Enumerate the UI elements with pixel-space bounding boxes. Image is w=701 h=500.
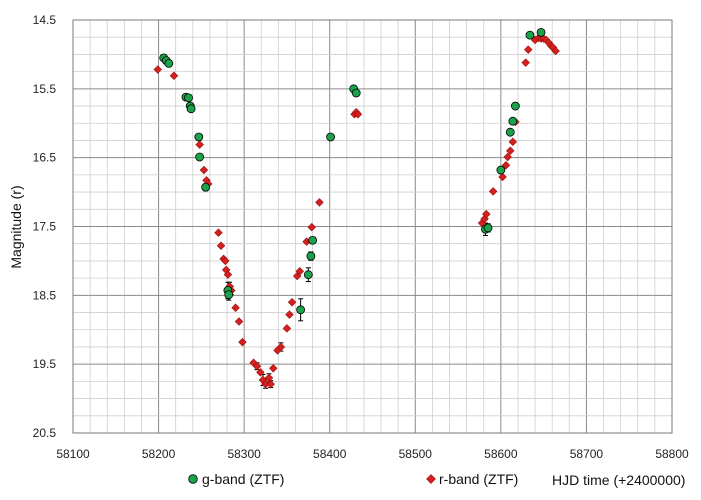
g-band-point bbox=[224, 290, 234, 300]
r-band-point bbox=[199, 165, 209, 175]
legend-label-g-band: g-band (ZTF) bbox=[202, 471, 284, 487]
y-tick-label: 16.5 bbox=[33, 151, 57, 165]
r-band-point bbox=[506, 146, 515, 156]
x-axis-title: HJD time (+2400000) bbox=[552, 472, 685, 488]
g-band-point bbox=[351, 88, 361, 98]
y-tick-label: 14.5 bbox=[33, 13, 57, 27]
g-band-point bbox=[303, 270, 313, 280]
legend-label-r-band: r-band (ZTF) bbox=[439, 471, 518, 487]
r-band-point bbox=[252, 362, 262, 371]
y-tick-label: 15.5 bbox=[33, 82, 57, 96]
x-tick-label: 58600 bbox=[484, 447, 518, 461]
x-tick-label: 58200 bbox=[142, 447, 176, 461]
r-band-point bbox=[315, 198, 324, 207]
y-tick-label: 19.5 bbox=[33, 357, 57, 371]
r-band-point bbox=[482, 209, 491, 219]
g-band-point bbox=[296, 305, 306, 315]
g-band-point bbox=[164, 58, 174, 68]
x-tick-label: 58800 bbox=[655, 447, 689, 461]
r-band-point bbox=[214, 228, 223, 237]
g-band-point bbox=[306, 251, 316, 261]
r-band-point bbox=[223, 270, 233, 279]
y-tick-label: 17.5 bbox=[33, 220, 57, 234]
x-tick-label: 58300 bbox=[227, 447, 261, 461]
g-band-point bbox=[308, 235, 318, 245]
g-band-point bbox=[496, 165, 506, 175]
r-band-point bbox=[238, 337, 247, 347]
x-tick-label: 58500 bbox=[399, 447, 433, 461]
x-tick-label: 58400 bbox=[313, 447, 347, 461]
r-band-point bbox=[353, 110, 363, 119]
g-band-point bbox=[511, 101, 520, 111]
legend-marker-r-band bbox=[426, 474, 436, 484]
y-tick-labels: 14.5 15.5 16.5 17.5 18.5 19.5 20.5 bbox=[33, 13, 57, 440]
r-band-point bbox=[488, 187, 498, 196]
r-band-point bbox=[266, 379, 275, 389]
r-band-point bbox=[216, 241, 226, 250]
r-band-point bbox=[231, 303, 240, 312]
r-band-point bbox=[287, 297, 297, 307]
r-band-point bbox=[480, 214, 489, 224]
r-band-point bbox=[501, 161, 511, 170]
r-band-point bbox=[269, 364, 278, 373]
x-tick-label: 58100 bbox=[56, 447, 90, 461]
r-band-point bbox=[295, 267, 304, 276]
g-band-point bbox=[483, 223, 493, 233]
g-band-point bbox=[505, 127, 515, 137]
y-axis-title: Magnitude (r) bbox=[8, 185, 24, 268]
r-band-point bbox=[276, 342, 286, 352]
plot-border bbox=[72, 19, 673, 434]
g-band-point bbox=[186, 104, 196, 114]
r-band-point bbox=[524, 45, 533, 54]
r-band-point bbox=[285, 310, 294, 319]
y-tick-label: 20.5 bbox=[33, 426, 57, 440]
g-band-point bbox=[194, 132, 204, 142]
r-band-point bbox=[498, 172, 507, 182]
r-band-point bbox=[221, 256, 230, 266]
r-band-point bbox=[282, 324, 292, 333]
r-band-point bbox=[234, 317, 244, 326]
r-band-point bbox=[256, 368, 265, 377]
r-band-point bbox=[551, 46, 560, 56]
axes bbox=[72, 19, 673, 434]
r-band-point bbox=[503, 152, 512, 162]
x-tick-labels: 58100 58200 58300 58400 58500 58600 58700 58800 bbox=[56, 447, 689, 461]
g-band-point bbox=[184, 93, 193, 103]
data-points bbox=[153, 27, 560, 389]
r-band-point bbox=[307, 222, 316, 232]
g-band-point bbox=[195, 152, 205, 162]
r-band-point bbox=[508, 137, 518, 147]
legend-marker-g-band bbox=[188, 474, 198, 484]
g-band-point bbox=[201, 182, 211, 192]
r-band-point bbox=[153, 65, 162, 74]
g-band-point bbox=[525, 30, 535, 40]
g-band-point bbox=[508, 116, 518, 126]
legend: g-band (ZTF) r-band (ZTF) bbox=[188, 471, 518, 487]
r-band-point bbox=[521, 58, 530, 67]
g-band-point bbox=[326, 132, 335, 142]
g-band-point bbox=[536, 27, 546, 37]
r-band-point bbox=[195, 140, 204, 149]
x-tick-label: 58700 bbox=[570, 447, 604, 461]
r-band-point bbox=[169, 71, 179, 80]
y-tick-label: 18.5 bbox=[33, 288, 57, 302]
